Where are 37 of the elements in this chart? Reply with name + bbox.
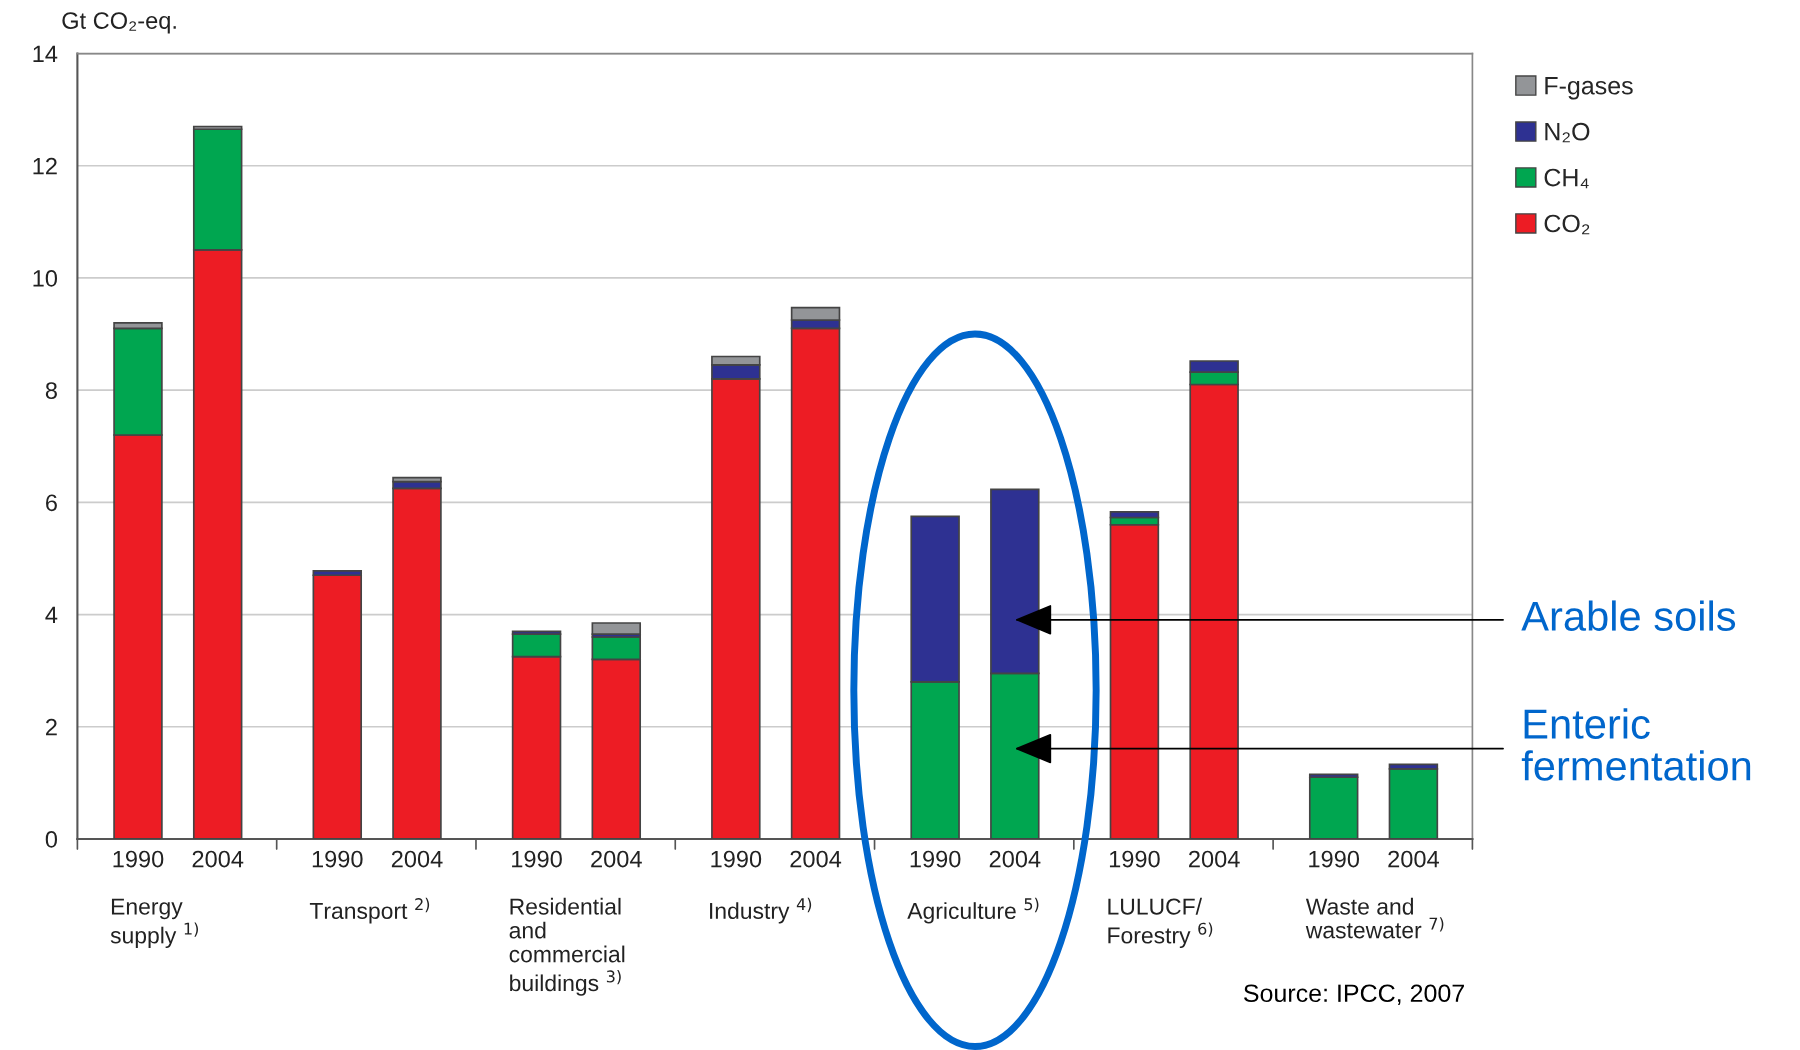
text: Enteric fermentation (1521, 708, 1751, 781)
legend-label: N₂O (1545, 122, 1590, 143)
x-tick-label: 1990 (113, 850, 164, 868)
x-tick-label: 2004 (192, 850, 244, 868)
text: Energy supply $^{1)}$ (110, 898, 198, 949)
x-tick-label: 1990 (910, 850, 961, 868)
x-tick-label: 2004 (391, 850, 443, 868)
text: Agriculture $^{5)}$ (907, 897, 1039, 924)
x-tick-label: 2004 (1388, 850, 1439, 868)
x-tick-label: 1990 (1309, 850, 1360, 868)
y-axis-title: Gt CO₂-eq. (62, 12, 176, 34)
y-tick-label: 8 (45, 382, 57, 399)
y-tick-label: 6 (46, 494, 57, 512)
y-tick-label: 14 (33, 45, 58, 63)
x-tick-label: 1990 (1109, 850, 1160, 868)
x-tick-label: 1990 (512, 850, 562, 868)
y-tick-label: 0 (45, 831, 58, 848)
x-tick-label: 1990 (312, 850, 363, 868)
y-tick-label: 2 (46, 718, 57, 736)
source-note: Source: IPCC, 2007 (1244, 984, 1464, 1006)
x-tick-label: 2004 (591, 850, 642, 868)
x-tick-label: 1990 (711, 850, 762, 868)
legend-label: CH₄ (1544, 168, 1589, 189)
text: Waste and wastewater $^{7)}$ (1305, 897, 1444, 939)
text: Transport $^{2)}$ (309, 897, 430, 924)
legend-label: F-gases (1545, 77, 1633, 100)
text: Residential and commercial buildings $^{3)}$ (509, 897, 625, 996)
x-tick-label: 2004 (1189, 850, 1240, 868)
legend-label: CO₂ (1544, 214, 1590, 235)
text: Industry $^{4)}$ (710, 897, 812, 924)
x-tick-label: 2004 (989, 850, 1041, 868)
text: Arable soils (1521, 600, 1736, 632)
x-tick-label: 2004 (790, 850, 842, 868)
y-tick-label: 4 (45, 606, 58, 624)
y-tick-label: 10 (33, 270, 58, 287)
text: LULUCF/ Forestry $^{6)}$ (1108, 897, 1213, 949)
y-tick-label: 12 (33, 157, 57, 175)
